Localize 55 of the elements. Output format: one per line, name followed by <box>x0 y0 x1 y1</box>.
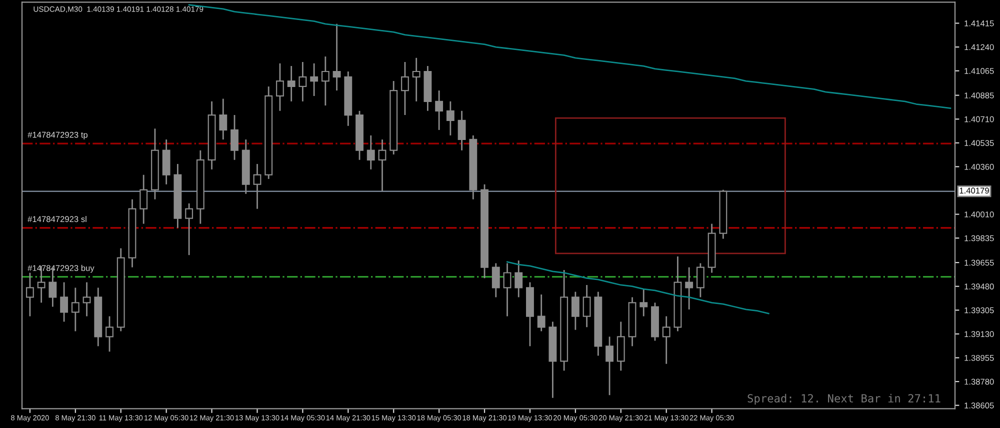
candlestick <box>287 65 296 102</box>
candlestick <box>253 163 262 210</box>
y-tick-label: 1.39835 <box>964 235 994 242</box>
y-tick-label: 1.40885 <box>964 92 994 98</box>
candlestick <box>696 262 704 298</box>
candlestick <box>662 316 670 365</box>
candlestick <box>140 174 148 224</box>
y-tick-label: 1.40360 <box>964 164 994 170</box>
candlestick <box>514 260 523 298</box>
candlestick <box>276 62 284 112</box>
candlestick <box>332 23 341 92</box>
candlestick <box>219 98 228 140</box>
y-tick-label: 1.38605 <box>964 402 994 408</box>
candlestick <box>106 316 114 352</box>
ref-line-label: #1478472923 tp <box>28 132 88 140</box>
candlestick <box>230 114 238 161</box>
candlestick <box>640 288 648 317</box>
candlestick <box>185 202 194 256</box>
candlestick <box>26 272 34 317</box>
annotation: Spread: 12. Next Bar in 27:11 <box>748 394 940 405</box>
ref-line-label: #1478472923 sl <box>28 216 86 222</box>
y-tick-label: 1.41415 <box>964 20 994 26</box>
candlestick <box>537 294 546 332</box>
candlestick <box>71 287 80 332</box>
y-tick-label: 1.38780 <box>964 378 994 385</box>
candlestick <box>458 110 466 152</box>
candlestick <box>435 90 444 131</box>
y-tick-label: 1.41065 <box>964 68 994 74</box>
line-series <box>506 261 770 314</box>
y-tick-label: 1.39130 <box>964 331 994 338</box>
candlestick <box>582 284 591 328</box>
y-tick-label: 1.39305 <box>964 307 994 314</box>
y-tick-label: 1.40010 <box>964 211 994 218</box>
candlestick <box>298 61 307 102</box>
y-tick-label: 1.39480 <box>964 284 994 290</box>
candlestick <box>412 57 420 102</box>
y-tick-label: 1.38955 <box>964 354 994 361</box>
candlestick <box>60 282 68 322</box>
candlestick <box>503 262 512 317</box>
candlestick <box>310 62 318 97</box>
ref-line-label: 1.40179 <box>960 188 989 194</box>
candlestick <box>378 138 386 192</box>
candlestick <box>401 61 409 116</box>
y-tick-label: 1.41240 <box>964 44 994 50</box>
candlestick <box>446 100 454 136</box>
y-tick-label: 1.39655 <box>964 260 994 266</box>
y-tick-label: 1.40710 <box>964 116 994 122</box>
candlestick <box>571 291 580 331</box>
y-tick-label: 1.40535 <box>964 140 994 146</box>
candlestick <box>685 266 694 310</box>
candlestick <box>606 336 614 396</box>
candlestick <box>82 282 91 317</box>
candlestick <box>492 262 500 298</box>
candlestick <box>366 134 375 170</box>
candlestick <box>321 56 330 106</box>
